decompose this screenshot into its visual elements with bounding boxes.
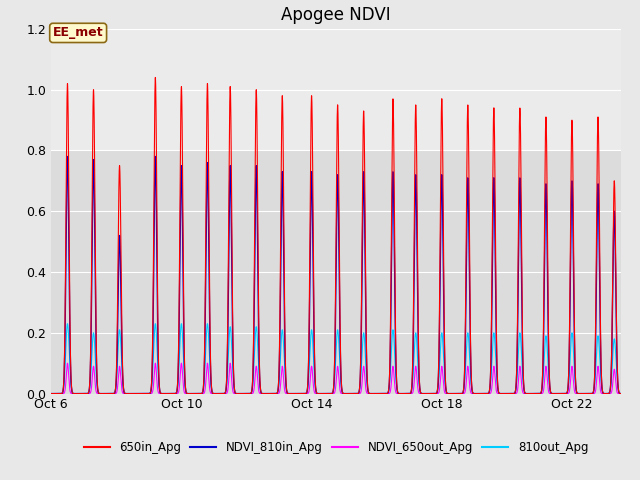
Bar <box>51 29 621 150</box>
Bar <box>51 150 621 394</box>
Legend: 650in_Apg, NDVI_810in_Apg, NDVI_650out_Apg, 810out_Apg: 650in_Apg, NDVI_810in_Apg, NDVI_650out_A… <box>79 436 593 458</box>
Text: EE_met: EE_met <box>53 26 104 39</box>
Title: Apogee NDVI: Apogee NDVI <box>281 6 391 24</box>
